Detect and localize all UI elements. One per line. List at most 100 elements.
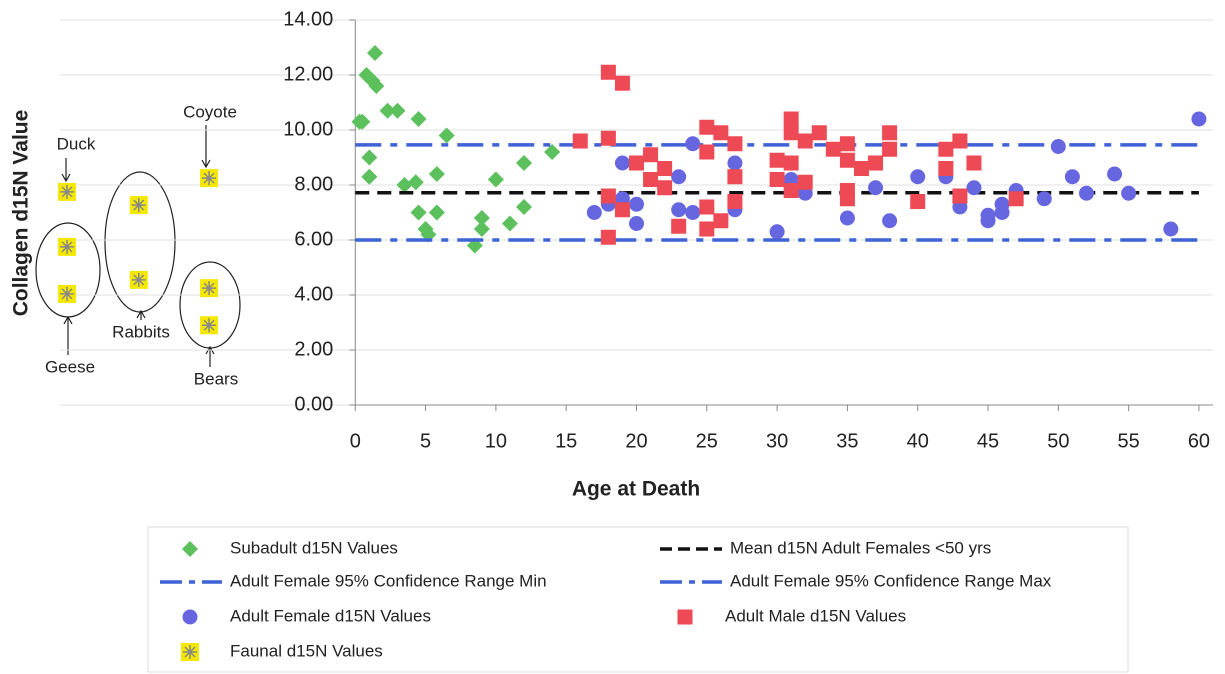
point: [671, 202, 687, 218]
point: [428, 166, 445, 182]
point: [629, 196, 644, 212]
point: [1191, 111, 1207, 127]
annotation: Coyote: [183, 102, 237, 121]
y-tick-label: 10.00: [283, 118, 333, 140]
x-tick-label: 50: [1047, 430, 1069, 452]
x-tick-label: 55: [1118, 430, 1140, 452]
point: [882, 125, 898, 141]
point: [200, 169, 219, 188]
point: [614, 155, 630, 171]
y-tick-label: 4.00: [294, 283, 333, 305]
annotation: Rabbits: [112, 322, 170, 341]
x-tick-label: 35: [836, 430, 858, 452]
y-tick-label: 2.00: [294, 338, 333, 360]
x-axis-title: Age at Death: [572, 478, 700, 501]
legend-label: Adult Female 95% Confidence Range Max: [730, 571, 1052, 590]
point: [129, 196, 148, 215]
point: [643, 172, 659, 187]
point: [966, 180, 982, 196]
point: [980, 213, 996, 229]
point: [713, 213, 729, 229]
star-lines: [60, 239, 75, 254]
star-lines: [183, 645, 197, 659]
legend-label: Adult Female 95% Confidence Range Min: [230, 571, 547, 590]
annotation: Geese: [45, 357, 95, 376]
coyote-arrow: [201, 125, 211, 169]
point: [769, 224, 785, 240]
point: [1036, 191, 1052, 207]
point: [797, 174, 813, 190]
point: [713, 125, 729, 141]
point: [671, 169, 687, 185]
star-lines: [131, 272, 146, 287]
point: [1163, 221, 1179, 237]
point: [825, 141, 841, 157]
star-lines: [202, 281, 217, 296]
point: [839, 152, 855, 168]
point: [657, 180, 673, 196]
point: [783, 111, 799, 127]
point: [868, 155, 884, 171]
point: [58, 237, 77, 256]
point: [410, 204, 427, 221]
point: [396, 177, 413, 193]
legend-label: Subadult d15N Values: [230, 538, 398, 557]
point: [811, 125, 827, 141]
x-tick-label: 15: [555, 430, 577, 452]
point: [516, 155, 533, 171]
point: [407, 174, 424, 191]
point: [677, 609, 693, 625]
point: [614, 75, 630, 91]
point: [952, 133, 968, 149]
point: [868, 180, 884, 196]
legend-label: Adult Male d15N Values: [725, 606, 906, 625]
point: [58, 182, 77, 201]
legend-box: [147, 526, 1129, 673]
point: [783, 183, 799, 198]
x-tick-label: 10: [485, 430, 507, 452]
point: [727, 194, 743, 209]
bears-arrow: [205, 345, 215, 367]
point: [389, 102, 406, 119]
point: [600, 64, 616, 80]
point: [699, 199, 715, 215]
point: [544, 144, 561, 160]
point: [699, 221, 715, 237]
point: [797, 133, 813, 149]
point: [882, 213, 898, 229]
point: [699, 144, 715, 160]
x-tick-label: 30: [766, 430, 788, 452]
point: [600, 188, 616, 204]
rabbits-group: [104, 171, 176, 313]
point: [473, 221, 490, 237]
point: [853, 161, 869, 176]
y-tick-label: 6.00: [294, 228, 333, 250]
y-tick-label: 0.00: [294, 393, 333, 415]
point: [379, 102, 396, 119]
point: [428, 204, 445, 221]
point: [58, 284, 77, 303]
geese-arrow: [63, 315, 73, 355]
point: [181, 643, 199, 661]
star-lines: [131, 198, 146, 213]
point: [938, 161, 954, 176]
point: [600, 130, 616, 146]
x-tick-label: 45: [977, 430, 999, 452]
point: [586, 205, 602, 220]
point: [200, 316, 219, 335]
star-lines: [202, 171, 217, 186]
point: [643, 147, 659, 163]
x-tick-label: 60: [1188, 430, 1210, 452]
point: [1121, 185, 1137, 201]
annotation: Bears: [194, 369, 238, 388]
point: [685, 205, 701, 220]
point: [182, 541, 198, 557]
legend-label: Adult Female d15N Values: [230, 606, 431, 625]
point: [516, 199, 533, 215]
point: [473, 210, 490, 226]
point: [1064, 169, 1080, 185]
x-tick-label: 20: [625, 430, 647, 452]
point: [487, 171, 504, 188]
duck-arrow: [61, 158, 71, 183]
bears-group: [179, 261, 241, 349]
